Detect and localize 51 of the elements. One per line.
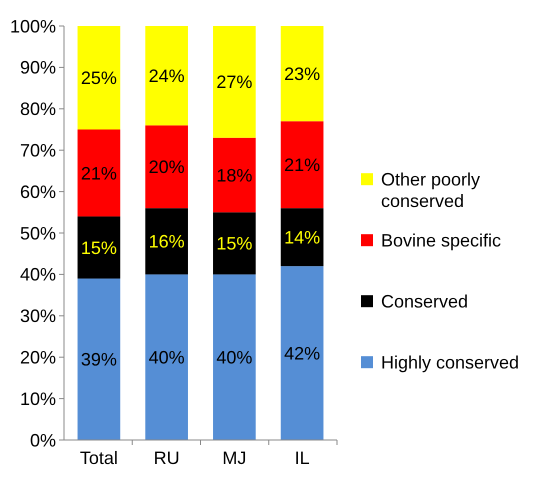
bar xyxy=(213,138,256,212)
data-label: 14% xyxy=(284,227,320,248)
bar xyxy=(145,125,188,208)
y-tick-label: 70% xyxy=(20,140,56,160)
bar xyxy=(280,26,324,122)
legend-label: Highly conserved xyxy=(381,352,520,372)
x-tick-label: RU xyxy=(154,448,180,468)
bar xyxy=(280,266,324,440)
data-label: 20% xyxy=(148,157,185,178)
bar xyxy=(78,26,120,130)
y-tick-label: 90% xyxy=(20,58,56,78)
bar xyxy=(213,274,256,440)
y-tick-label: 30% xyxy=(20,306,56,326)
x-tick-label: IL xyxy=(294,448,310,468)
bar xyxy=(78,216,120,279)
data-label: 18% xyxy=(216,165,252,186)
legend-label: Other poorly conserved xyxy=(381,169,480,212)
y-tick-label: 80% xyxy=(20,99,56,120)
legend-label: Bovine specific xyxy=(381,230,502,250)
y-tick-label: 20% xyxy=(20,348,56,368)
data-label: 23% xyxy=(284,64,320,84)
data-label: 21% xyxy=(80,163,117,184)
x-tick-label: Total xyxy=(80,448,118,468)
bar xyxy=(280,208,324,266)
data-label: 40% xyxy=(148,348,185,368)
legend-label: Conserved xyxy=(381,291,468,312)
data-label: 39% xyxy=(80,350,117,370)
data-label: 42% xyxy=(284,343,320,364)
data-label: 15% xyxy=(80,238,117,258)
y-tick-label: 0% xyxy=(30,430,56,450)
y-tick-label: 40% xyxy=(20,264,56,285)
data-label: 21% xyxy=(284,154,320,175)
data-label: 27% xyxy=(216,72,252,92)
bar xyxy=(213,212,256,274)
bar xyxy=(280,121,324,208)
y-tick-label: 50% xyxy=(20,223,56,244)
x-tick-label: MJ xyxy=(222,448,246,468)
y-tick-label: 60% xyxy=(20,182,56,202)
data-label: 15% xyxy=(216,234,252,254)
bar xyxy=(213,26,256,138)
bar xyxy=(145,26,188,126)
data-label: 24% xyxy=(148,66,185,86)
y-tick-label: 100% xyxy=(10,16,56,36)
bar xyxy=(145,208,188,274)
data-label: 16% xyxy=(148,232,185,252)
bar xyxy=(145,274,188,440)
bar xyxy=(78,130,120,216)
data-label: 40% xyxy=(216,348,252,368)
bar xyxy=(78,278,120,440)
y-tick-label: 10% xyxy=(20,388,56,409)
data-label: 25% xyxy=(80,68,117,88)
